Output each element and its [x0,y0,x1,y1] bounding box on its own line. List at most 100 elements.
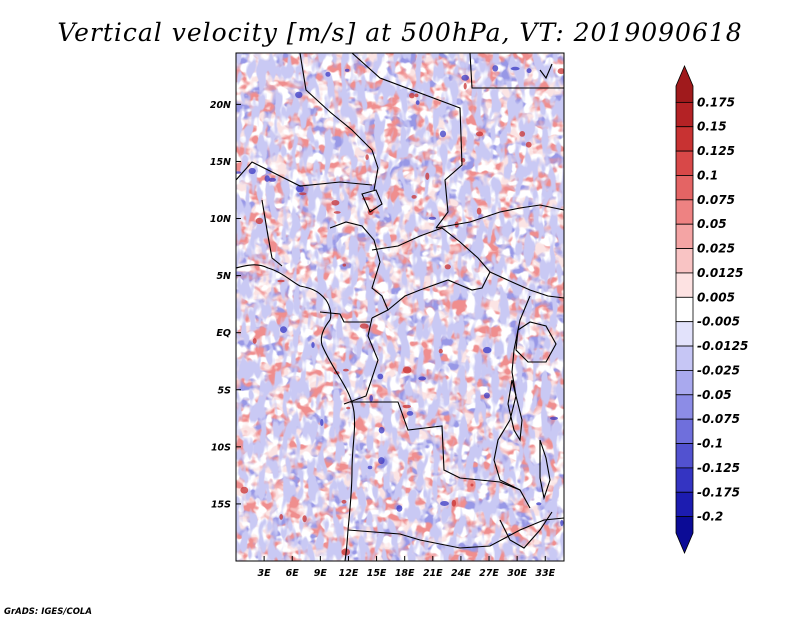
border-congo-drc [343,317,379,405]
strong-ascent-cell [240,486,249,494]
colorbar-swatch [675,150,694,176]
strong-ascent-cell [438,348,443,354]
strong-ascent-cell [470,483,474,487]
colorbar-label: -0.05 [697,388,732,402]
strong-descent-cell [483,392,490,399]
strong-ascent-cell [342,263,347,267]
colorbar-label: 0.025 [697,242,735,256]
strong-descent-cell [320,419,324,426]
lon-tick-label: 6E [286,568,300,579]
colorbar-swatch [675,370,694,396]
grads-credit: GrADS: IGES/COLA [4,607,92,617]
strong-ascent-cell [460,157,466,163]
field-weak-descent-layer [236,53,564,561]
colorbar-swatch [675,248,694,274]
colorbar-swatch [675,516,694,555]
border-mali-niger [236,161,373,187]
colorbar-label: -0.075 [697,412,740,426]
border-nigeria-cameroon [261,199,389,319]
strong-descent-cell [295,91,303,99]
strong-descent-cell [415,100,420,105]
strong-descent-cell [325,71,331,77]
colorbar-label: 0.1 [697,168,718,182]
latitude-axis: 20N 15N 10N 5N EQ 5S 10S 15S [210,100,241,510]
map-frame [235,52,565,562]
border-chad-north [299,53,379,191]
strong-ascent-cell [451,499,457,507]
colorbar-label: -0.2 [697,510,723,524]
strong-ascent-cell [557,68,564,75]
strong-descent-cell [461,74,470,81]
strong-ascent-cell [475,131,484,137]
colorbar-label: 0.075 [697,193,735,207]
strong-ascent-cell [331,200,340,206]
strong-descent-cell [280,326,287,333]
strong-ascent-cell [255,217,264,225]
lon-tick-label: 3E [258,568,272,579]
strong-descent-cell [439,130,447,138]
colorbar-swatch [675,199,694,225]
strong-descent-cell [510,66,520,71]
strong-descent-cell [378,426,385,434]
strong-ascent-cell [425,172,430,180]
map-panel: 3E 6E 9E 12E 15E 18E 21E 24E 27E 30E 33E 20N 15N 10N… [210,52,565,579]
strong-ascent-cell [333,211,341,214]
colorbar-label: -0.1 [697,437,723,451]
strong-ascent-cell [414,93,419,98]
nile-sinai-detail [539,63,553,80]
lon-tick-label: 21E [423,568,443,579]
strong-ascent-cell [277,279,285,283]
lon-tick-label: 24E [451,568,471,579]
strong-descent-cell [296,185,304,193]
border-angola-zambia [350,401,531,509]
lat-tick-label: EQ [216,328,231,339]
colorbar-swatch [675,64,694,103]
colorbar-label: 0.005 [697,290,735,304]
strong-descent-cell [536,502,542,506]
lon-tick-label: 33E [535,568,555,579]
colorbar-label: -0.025 [697,363,740,377]
strong-ascent-cell [519,131,526,137]
strong-ascent-cell [411,195,417,199]
colorbar-swatch [675,101,694,128]
lon-tick-label: 27E [479,568,499,579]
colorbar-swatch [675,345,694,371]
colorbar-label: -0.005 [697,315,740,329]
strong-ascent-cell [252,338,257,344]
strong-ascent-cell [402,366,412,374]
strong-ascent-cell [463,82,467,90]
velocity-field [236,53,564,561]
border-namibia-botswana [347,517,564,549]
colorbar-swatch [675,467,694,493]
colorbar-label: 0.125 [697,144,735,158]
border-egypt-sudan [469,53,564,89]
strong-descent-cell [377,373,384,380]
colorbar-swatch [675,126,694,152]
strong-descent-cell [268,177,276,182]
strong-descent-cell [367,465,373,470]
lon-tick-label: 9E [314,568,328,579]
lat-tick-label: 15N [210,157,231,168]
coastline-west-africa [236,264,356,561]
strong-ascent-cell [525,141,532,148]
strong-descent-cell [560,519,564,527]
strong-ascent-cell [365,154,369,160]
strong-descent-cell [311,342,315,348]
colorbar: 0.175 0.15 0.125 0.1 0.075 0.05 0.025 0.0125 0.0… [675,64,748,555]
strong-ascent-cell [343,368,349,372]
colorbar-swatch [675,223,694,249]
lat-tick-label: 5N [216,271,231,282]
colorbar-swatch [675,321,694,347]
strong-ascent-cell [444,264,451,270]
lat-tick-label: 5S [218,385,232,396]
colorbar-swatch [675,175,694,201]
lat-tick-label: 15S [211,499,231,510]
lake-tanganyika [507,379,523,442]
strong-descent-cell [344,68,350,72]
lon-tick-label: 12E [339,568,359,579]
strong-ascent-cell [409,92,415,99]
colorbar-swatch [675,418,694,444]
lon-tick-label: 18E [395,568,415,579]
strong-descent-cell [440,501,449,506]
colorbar-label: -0.175 [697,485,740,499]
